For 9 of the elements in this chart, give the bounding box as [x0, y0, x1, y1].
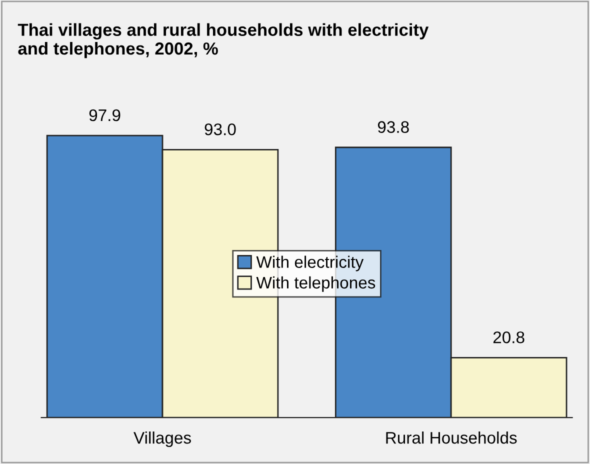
legend-label: With telephones	[256, 276, 376, 292]
data-label: 93.8	[378, 121, 409, 133]
data-label: 97.9	[89, 109, 120, 122]
data-label: 20.8	[493, 331, 524, 344]
legend-label: With electricity	[256, 256, 364, 272]
data-label: 93.0	[204, 123, 236, 136]
x-tick-label: Rural Households	[386, 431, 517, 444]
chart-title: Thai villages and rural households with electricity and telephones, 2002, %	[18, 23, 429, 58]
x-tick-label: Villages	[134, 431, 191, 448]
